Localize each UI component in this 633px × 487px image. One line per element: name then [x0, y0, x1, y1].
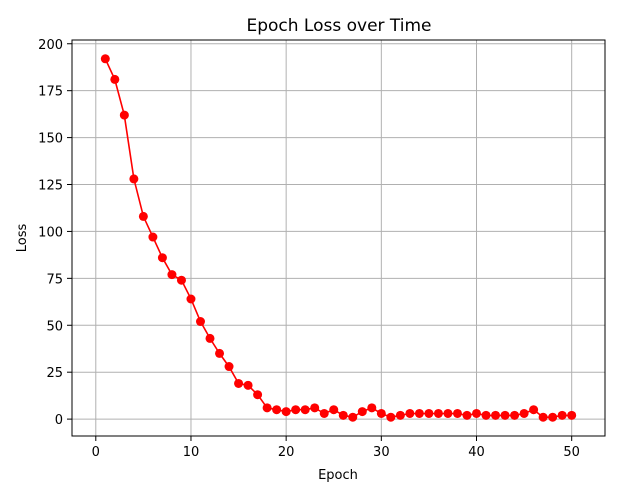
- data-point: [367, 403, 377, 413]
- data-point: [129, 174, 139, 184]
- data-point: [491, 410, 501, 420]
- data-point: [110, 74, 120, 84]
- data-point: [386, 412, 396, 422]
- data-point: [500, 410, 510, 420]
- data-point: [414, 408, 424, 418]
- x-tick-label: 30: [373, 445, 390, 460]
- grid-layer: [72, 40, 605, 436]
- data-point: [215, 348, 225, 358]
- data-point: [300, 405, 310, 415]
- y-tick-label: 175: [38, 85, 63, 100]
- data-point: [119, 110, 129, 120]
- data-point: [148, 232, 158, 242]
- data-point: [348, 412, 358, 422]
- data-point: [405, 408, 415, 418]
- data-point: [357, 407, 367, 417]
- y-tick-label: 125: [38, 179, 63, 194]
- data-point: [167, 270, 177, 280]
- data-point: [243, 380, 253, 390]
- y-tick-label: 150: [38, 132, 63, 147]
- data-point: [310, 403, 320, 413]
- data-point: [529, 405, 539, 415]
- plot-area: [71, 39, 606, 437]
- y-tick-label: 50: [46, 319, 63, 334]
- ticks-layer: 0 10 20 30 40 50 0 25 50 75 100 125 150 175 200: [38, 38, 580, 460]
- data-point: [424, 408, 434, 418]
- data-point: [319, 408, 329, 418]
- series-line: [104, 58, 572, 419]
- data-point: [157, 253, 167, 263]
- data-point: [462, 410, 472, 420]
- y-tick-label: 75: [46, 272, 63, 287]
- x-axis-label: Epoch: [318, 468, 358, 483]
- data-point: [433, 408, 443, 418]
- data-point: [481, 410, 491, 420]
- data-point: [452, 408, 462, 418]
- data-point: [291, 405, 301, 415]
- data-point: [195, 317, 205, 327]
- data-point: [557, 410, 567, 420]
- data-point: [338, 410, 348, 420]
- x-tick-label: 20: [278, 445, 295, 460]
- y-tick-label: 100: [38, 225, 63, 240]
- data-point: [205, 333, 215, 343]
- data-point: [262, 403, 272, 413]
- data-point: [253, 390, 263, 400]
- data-point: [548, 412, 558, 422]
- y-axis-label: Loss: [15, 224, 30, 253]
- y-tick-label: 0: [55, 413, 63, 428]
- data-point: [224, 362, 234, 372]
- y-tick-label: 25: [46, 366, 63, 381]
- data-point: [510, 410, 520, 420]
- x-tick-label: 0: [92, 445, 100, 460]
- data-point: [138, 211, 148, 221]
- y-tick-label: 200: [38, 38, 63, 53]
- data-point: [100, 54, 110, 64]
- data-point: [329, 405, 339, 415]
- chart-title: Epoch Loss over Time: [246, 16, 431, 36]
- data-point: [376, 408, 386, 418]
- series-layer: [100, 54, 577, 422]
- x-tick-label: 40: [468, 445, 485, 460]
- data-point: [443, 408, 453, 418]
- x-tick-label: 50: [563, 445, 580, 460]
- x-tick-label: 10: [183, 445, 200, 460]
- data-point: [519, 408, 529, 418]
- data-point: [281, 407, 291, 417]
- data-point: [395, 410, 405, 420]
- data-point: [538, 412, 548, 422]
- data-point: [472, 408, 482, 418]
- data-point: [176, 275, 186, 285]
- data-point: [567, 410, 577, 420]
- data-point: [234, 378, 244, 388]
- data-point: [186, 294, 196, 304]
- data-point: [272, 405, 282, 415]
